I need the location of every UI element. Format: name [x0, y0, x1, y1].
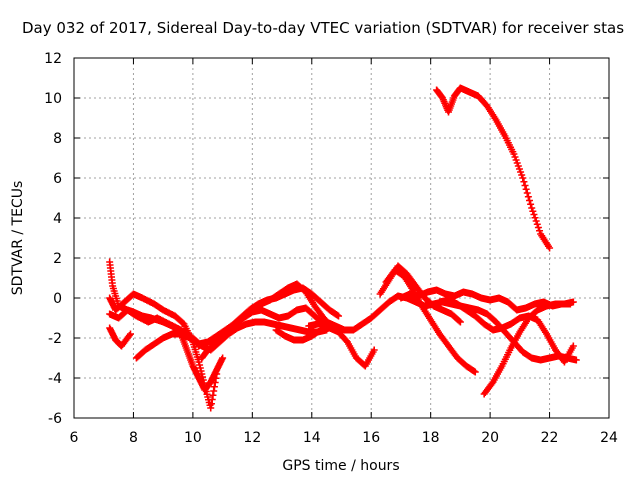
- x-tick-label: 14: [303, 430, 321, 446]
- y-tick-label: 10: [44, 91, 62, 107]
- series-arc-14: [480, 298, 577, 398]
- x-tick-label: 6: [70, 430, 79, 446]
- x-tick-label: 8: [129, 430, 138, 446]
- data-point-markers: [272, 324, 378, 370]
- data-point-markers: [433, 84, 554, 252]
- y-tick-label: 6: [53, 171, 62, 187]
- x-tick-label: 18: [422, 430, 440, 446]
- series-arc-4: [106, 324, 134, 350]
- grid: [74, 58, 609, 418]
- y-tick-label: -4: [48, 371, 62, 387]
- x-tick-label: 24: [600, 430, 618, 446]
- x-axis-ticks: 6 8 10 12 14 16 18 20 22 24: [70, 58, 618, 446]
- x-tick-label: 16: [362, 430, 380, 446]
- series-arc-8: [272, 324, 378, 370]
- y-axis-ticks: -6 -4 -2 0 2 4 6 8 10 12: [44, 51, 609, 427]
- y-tick-label: -2: [48, 331, 62, 347]
- series-arc-15: [433, 84, 554, 252]
- x-tick-label: 10: [184, 430, 202, 446]
- y-tick-label: 0: [53, 291, 62, 307]
- data-point-markers: [106, 324, 134, 350]
- y-tick-label: 8: [53, 131, 62, 147]
- data-point-markers: [480, 298, 577, 398]
- y-tick-label: 4: [53, 211, 62, 227]
- y-tick-label: -6: [48, 411, 62, 427]
- y-tick-label: 12: [44, 51, 62, 67]
- y-axis-label: SDTVAR / TECUs: [10, 181, 26, 296]
- plot-frame: [73, 57, 610, 419]
- x-tick-label: 22: [541, 430, 559, 446]
- x-tick-label: 20: [481, 430, 499, 446]
- data-points: [106, 84, 580, 412]
- y-tick-label: 2: [53, 251, 62, 267]
- chart-title: Day 032 of 2017, Sidereal Day-to-day VTE…: [22, 19, 624, 37]
- x-tick-label: 12: [243, 430, 261, 446]
- x-axis-label: GPS time / hours: [282, 458, 399, 474]
